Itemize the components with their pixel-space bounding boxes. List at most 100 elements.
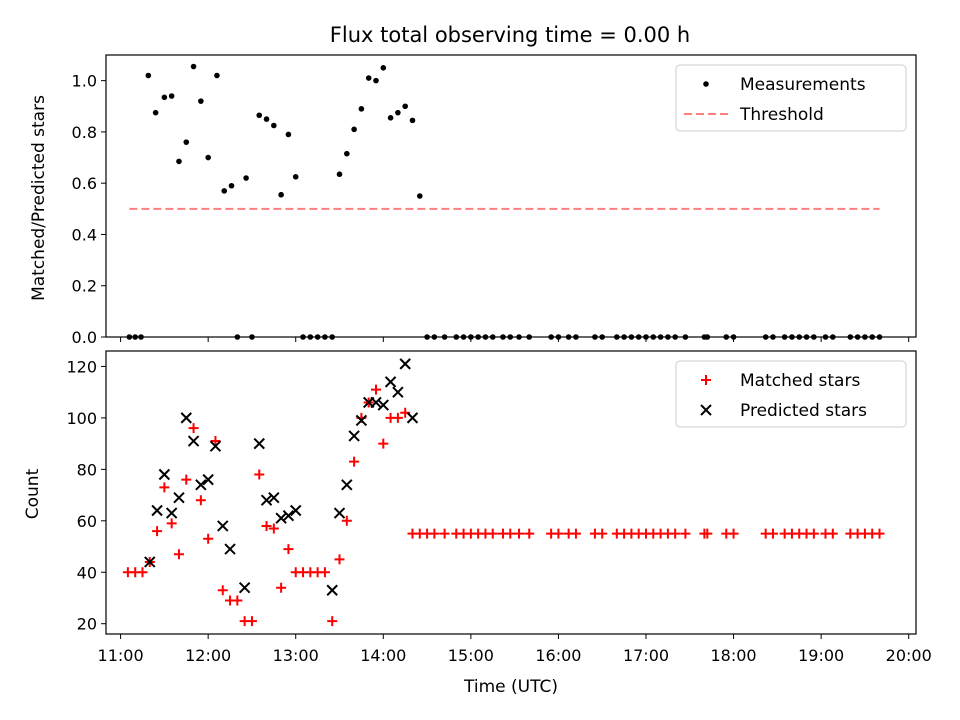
data-point [808, 528, 819, 539]
count-panel: 20 40 60 80 100 120 11:00 12:00 13:00 14:00 15:00 1… [23, 350, 932, 697]
data-point [597, 528, 608, 539]
legend-entry: Predicted stars [700, 401, 867, 421]
data-point [290, 504, 302, 517]
y-tick-label: 100 [66, 409, 97, 428]
axes-frame [105, 350, 917, 635]
data-point [173, 549, 184, 560]
data-point [351, 126, 357, 133]
legend-label: Threshold [739, 105, 824, 125]
data-point [326, 584, 338, 596]
legend-frame [675, 360, 907, 428]
data-point [349, 456, 360, 467]
data-point [827, 528, 838, 539]
legend-label: Measurements [740, 75, 866, 95]
data-point [387, 115, 394, 121]
data-point [152, 109, 159, 116]
data-point [670, 528, 681, 539]
data-point [524, 528, 535, 539]
data-point [188, 423, 199, 434]
x-tick-label: 14:00 [360, 646, 406, 665]
data-point [268, 523, 279, 534]
data-point [406, 412, 419, 424]
legend-frame [675, 64, 907, 132]
x-tick-label: 19:00 [798, 646, 844, 665]
figure-title: Flux total observing time = 0.00 h [330, 23, 690, 47]
y-tick-label: 60 [77, 512, 97, 531]
legend-entry: Threshold [684, 105, 824, 125]
data-point [728, 528, 739, 539]
ratio-legend: Measurements Threshold [675, 64, 907, 132]
legend-label: Predicted stars [740, 401, 867, 421]
x-tick-label: 20:00 [886, 646, 932, 665]
data-point [416, 193, 423, 199]
data-point [268, 491, 280, 504]
legend-marker [703, 81, 709, 87]
y-tick-label: 1.0 [72, 72, 97, 91]
count-y-axis-label: Count [23, 468, 43, 519]
data-point [152, 526, 163, 537]
legend-entry: Measurements [703, 75, 866, 95]
data-point [238, 581, 251, 594]
data-point [224, 543, 236, 555]
data-point [292, 173, 299, 180]
data-point [221, 188, 228, 194]
data-point [246, 616, 257, 627]
data-point [263, 116, 270, 122]
y-tick-label: 0.2 [72, 277, 97, 296]
data-point [217, 520, 229, 532]
data-point [137, 567, 148, 578]
data-point [392, 412, 403, 423]
series-predicted-stars [144, 358, 419, 596]
data-point [151, 504, 163, 517]
data-point [285, 131, 292, 138]
data-point [214, 72, 220, 79]
data-point [180, 412, 192, 424]
x-tick-label: 18:00 [711, 646, 757, 665]
data-point [767, 528, 778, 539]
data-point [341, 515, 352, 526]
data-point [327, 616, 338, 627]
data-point [355, 414, 368, 427]
data-point [158, 468, 171, 481]
data-point [198, 98, 204, 104]
ratio-marks [126, 63, 883, 340]
data-point [254, 469, 265, 480]
data-point [384, 376, 397, 388]
data-point [243, 175, 249, 181]
ratio-y-axis-label: Matched/Predicted stars [29, 95, 49, 301]
data-point [275, 512, 287, 524]
data-point [276, 582, 287, 593]
data-point [505, 528, 516, 539]
y-tick-label: 40 [77, 563, 97, 582]
data-point [371, 384, 381, 395]
data-point [203, 533, 214, 544]
ratio-panel: 0.0 0.2 0.4 0.6 0.8 1.0 Matched/Predicted sta… [29, 54, 917, 347]
x-tick-label: 12:00 [185, 646, 231, 665]
legend-label: Matched stars [740, 371, 860, 391]
data-point [195, 479, 207, 491]
legend-entry: Matched stars [701, 371, 860, 391]
data-point [228, 182, 235, 189]
legend-marker [701, 375, 711, 385]
data-point [334, 554, 345, 565]
data-point [190, 63, 197, 70]
data-point [378, 438, 389, 449]
data-point [205, 154, 211, 161]
axes-frame [105, 54, 917, 338]
data-point [202, 473, 214, 486]
data-point [373, 77, 379, 84]
data-point [380, 65, 387, 71]
data-point [195, 495, 206, 506]
data-point [341, 479, 353, 491]
data-point [553, 528, 564, 539]
data-point [283, 544, 294, 555]
data-point [271, 122, 277, 129]
count-legend: Matched stars Predicted stars [675, 360, 907, 428]
data-point [165, 507, 178, 519]
count-axes: 20 40 60 80 100 120 11:00 12:00 13:00 14:00 15:00 1… [66, 350, 932, 665]
data-point [145, 72, 152, 79]
data-point [217, 585, 228, 596]
y-tick-label: 0.8 [72, 123, 97, 142]
y-tick-label: 0.0 [72, 328, 97, 347]
